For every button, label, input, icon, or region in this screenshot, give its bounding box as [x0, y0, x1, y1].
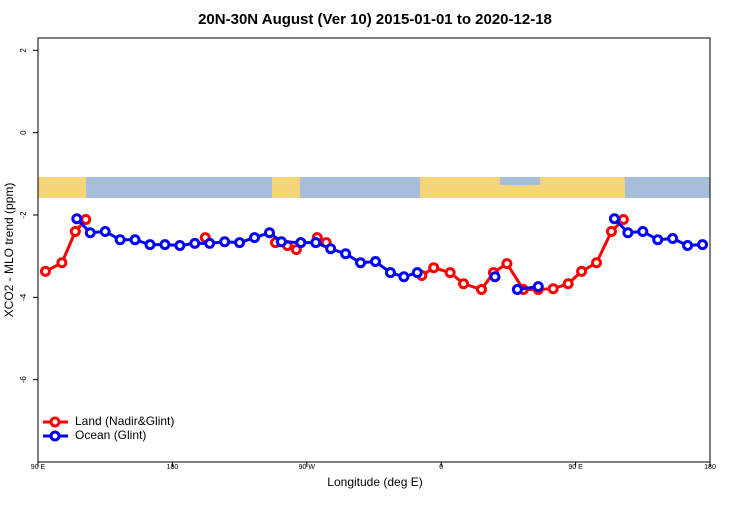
- data-point: [562, 278, 574, 290]
- data-point: [144, 239, 156, 251]
- map-land: [420, 177, 625, 198]
- data-point: [547, 283, 559, 295]
- legend-label: Ocean (Glint): [75, 428, 146, 442]
- series-line: [44, 218, 625, 292]
- x-tick-label: 180: [704, 464, 716, 471]
- data-point: [489, 271, 501, 283]
- data-point: [129, 234, 141, 246]
- data-point: [652, 234, 664, 246]
- data-point: [667, 232, 679, 244]
- data-point: [501, 258, 513, 270]
- data-point: [411, 267, 423, 279]
- data-point: [697, 239, 709, 251]
- data-point: [234, 237, 246, 249]
- y-tick-label: -6: [19, 376, 28, 384]
- data-point: [617, 214, 629, 226]
- chart-title: 20N-30N August (Ver 10) 2015-01-01 to 20…: [198, 11, 552, 28]
- data-point: [591, 257, 603, 269]
- y-tick-label: -4: [19, 293, 28, 301]
- data-point: [159, 239, 171, 251]
- data-point: [622, 227, 634, 239]
- y-axis-label: XCO2 - MLO trend (ppm): [2, 183, 16, 318]
- data-point: [56, 257, 68, 269]
- data-point: [428, 262, 440, 274]
- data-point: [71, 213, 83, 225]
- plot-frame: [37, 37, 711, 463]
- data-point: [398, 271, 410, 283]
- data-point: [174, 239, 186, 251]
- data-point: [355, 257, 367, 269]
- x-tick-label: 180: [167, 464, 179, 471]
- data-point: [114, 234, 126, 246]
- data-point: [310, 237, 322, 249]
- data-point: [511, 284, 523, 296]
- map-land: [272, 177, 300, 198]
- data-point: [204, 237, 216, 249]
- map-strip: [38, 177, 710, 198]
- data-point: [325, 243, 337, 255]
- legend-marker: [49, 430, 61, 442]
- x-axis-label: Longitude (deg E): [327, 475, 422, 489]
- data-point: [39, 265, 51, 277]
- data-point: [476, 284, 488, 296]
- x-tick-label: 0: [439, 464, 443, 471]
- data-point: [340, 248, 352, 260]
- data-point: [84, 227, 96, 239]
- data-point: [99, 225, 111, 237]
- data-point: [369, 256, 381, 268]
- data-point: [295, 237, 307, 249]
- legend-label: Land (Nadir&Glint): [75, 414, 174, 428]
- data-point: [605, 225, 617, 237]
- x-tick-label: 90 W: [299, 464, 316, 471]
- data-point: [444, 267, 456, 279]
- data-point: [189, 237, 201, 249]
- y-tick-label: 2: [19, 48, 28, 53]
- data-point: [384, 267, 396, 279]
- data-point: [532, 281, 544, 293]
- data-point: [682, 239, 694, 251]
- y-tick-label: 0: [19, 130, 28, 135]
- map-land: [38, 177, 86, 198]
- data-point: [637, 225, 649, 237]
- data-point: [263, 227, 275, 239]
- data-point: [458, 278, 470, 290]
- y-tick-label: -2: [19, 211, 28, 219]
- x-tick-label: 90 E: [568, 464, 583, 471]
- data-point: [249, 232, 261, 244]
- data-point: [69, 225, 81, 237]
- data-point: [576, 265, 588, 277]
- data-point: [608, 213, 620, 225]
- data-point: [275, 236, 287, 248]
- data-point: [219, 236, 231, 248]
- map-ocean: [500, 177, 540, 185]
- data-point: [80, 214, 92, 226]
- x-tick-label: 90 E: [31, 464, 46, 471]
- legend-marker: [49, 416, 61, 428]
